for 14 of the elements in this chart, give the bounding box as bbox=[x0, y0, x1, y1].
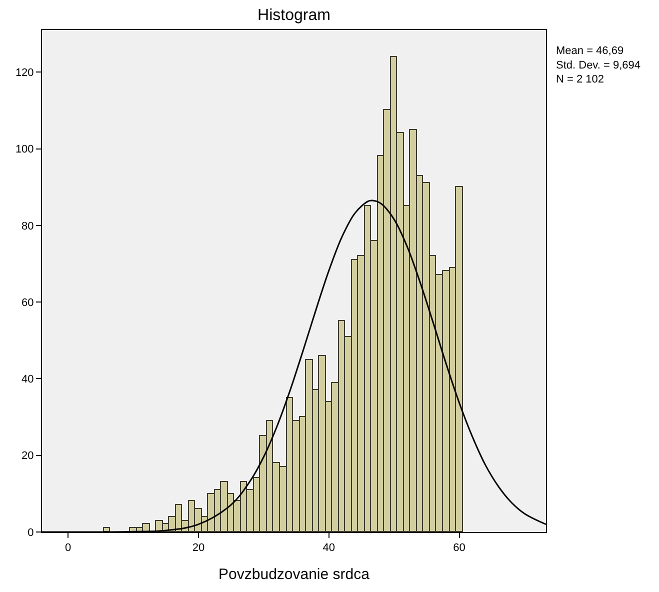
y-tick-label: 120 bbox=[15, 67, 34, 79]
x-tick-label: 20 bbox=[192, 542, 205, 554]
x-tick-label: 0 bbox=[65, 542, 72, 554]
y-tick-label: 0 bbox=[28, 526, 34, 539]
x-tick-label: 60 bbox=[453, 542, 466, 554]
chart-title: Histogram bbox=[258, 7, 330, 24]
y-tick-label: 100 bbox=[15, 144, 34, 156]
text: Mean = 46,69 Std. Dev. = 9,694 N = 2 102 bbox=[556, 45, 640, 86]
y-tick-label: 60 bbox=[22, 296, 34, 309]
y-tick-label: 80 bbox=[22, 220, 34, 232]
x-axis-title: Povzbudzovanie srdca bbox=[218, 566, 370, 584]
y-tick-label: 40 bbox=[22, 374, 34, 386]
y-tick-label: 20 bbox=[22, 450, 34, 462]
x-tick-label: 40 bbox=[322, 542, 336, 554]
